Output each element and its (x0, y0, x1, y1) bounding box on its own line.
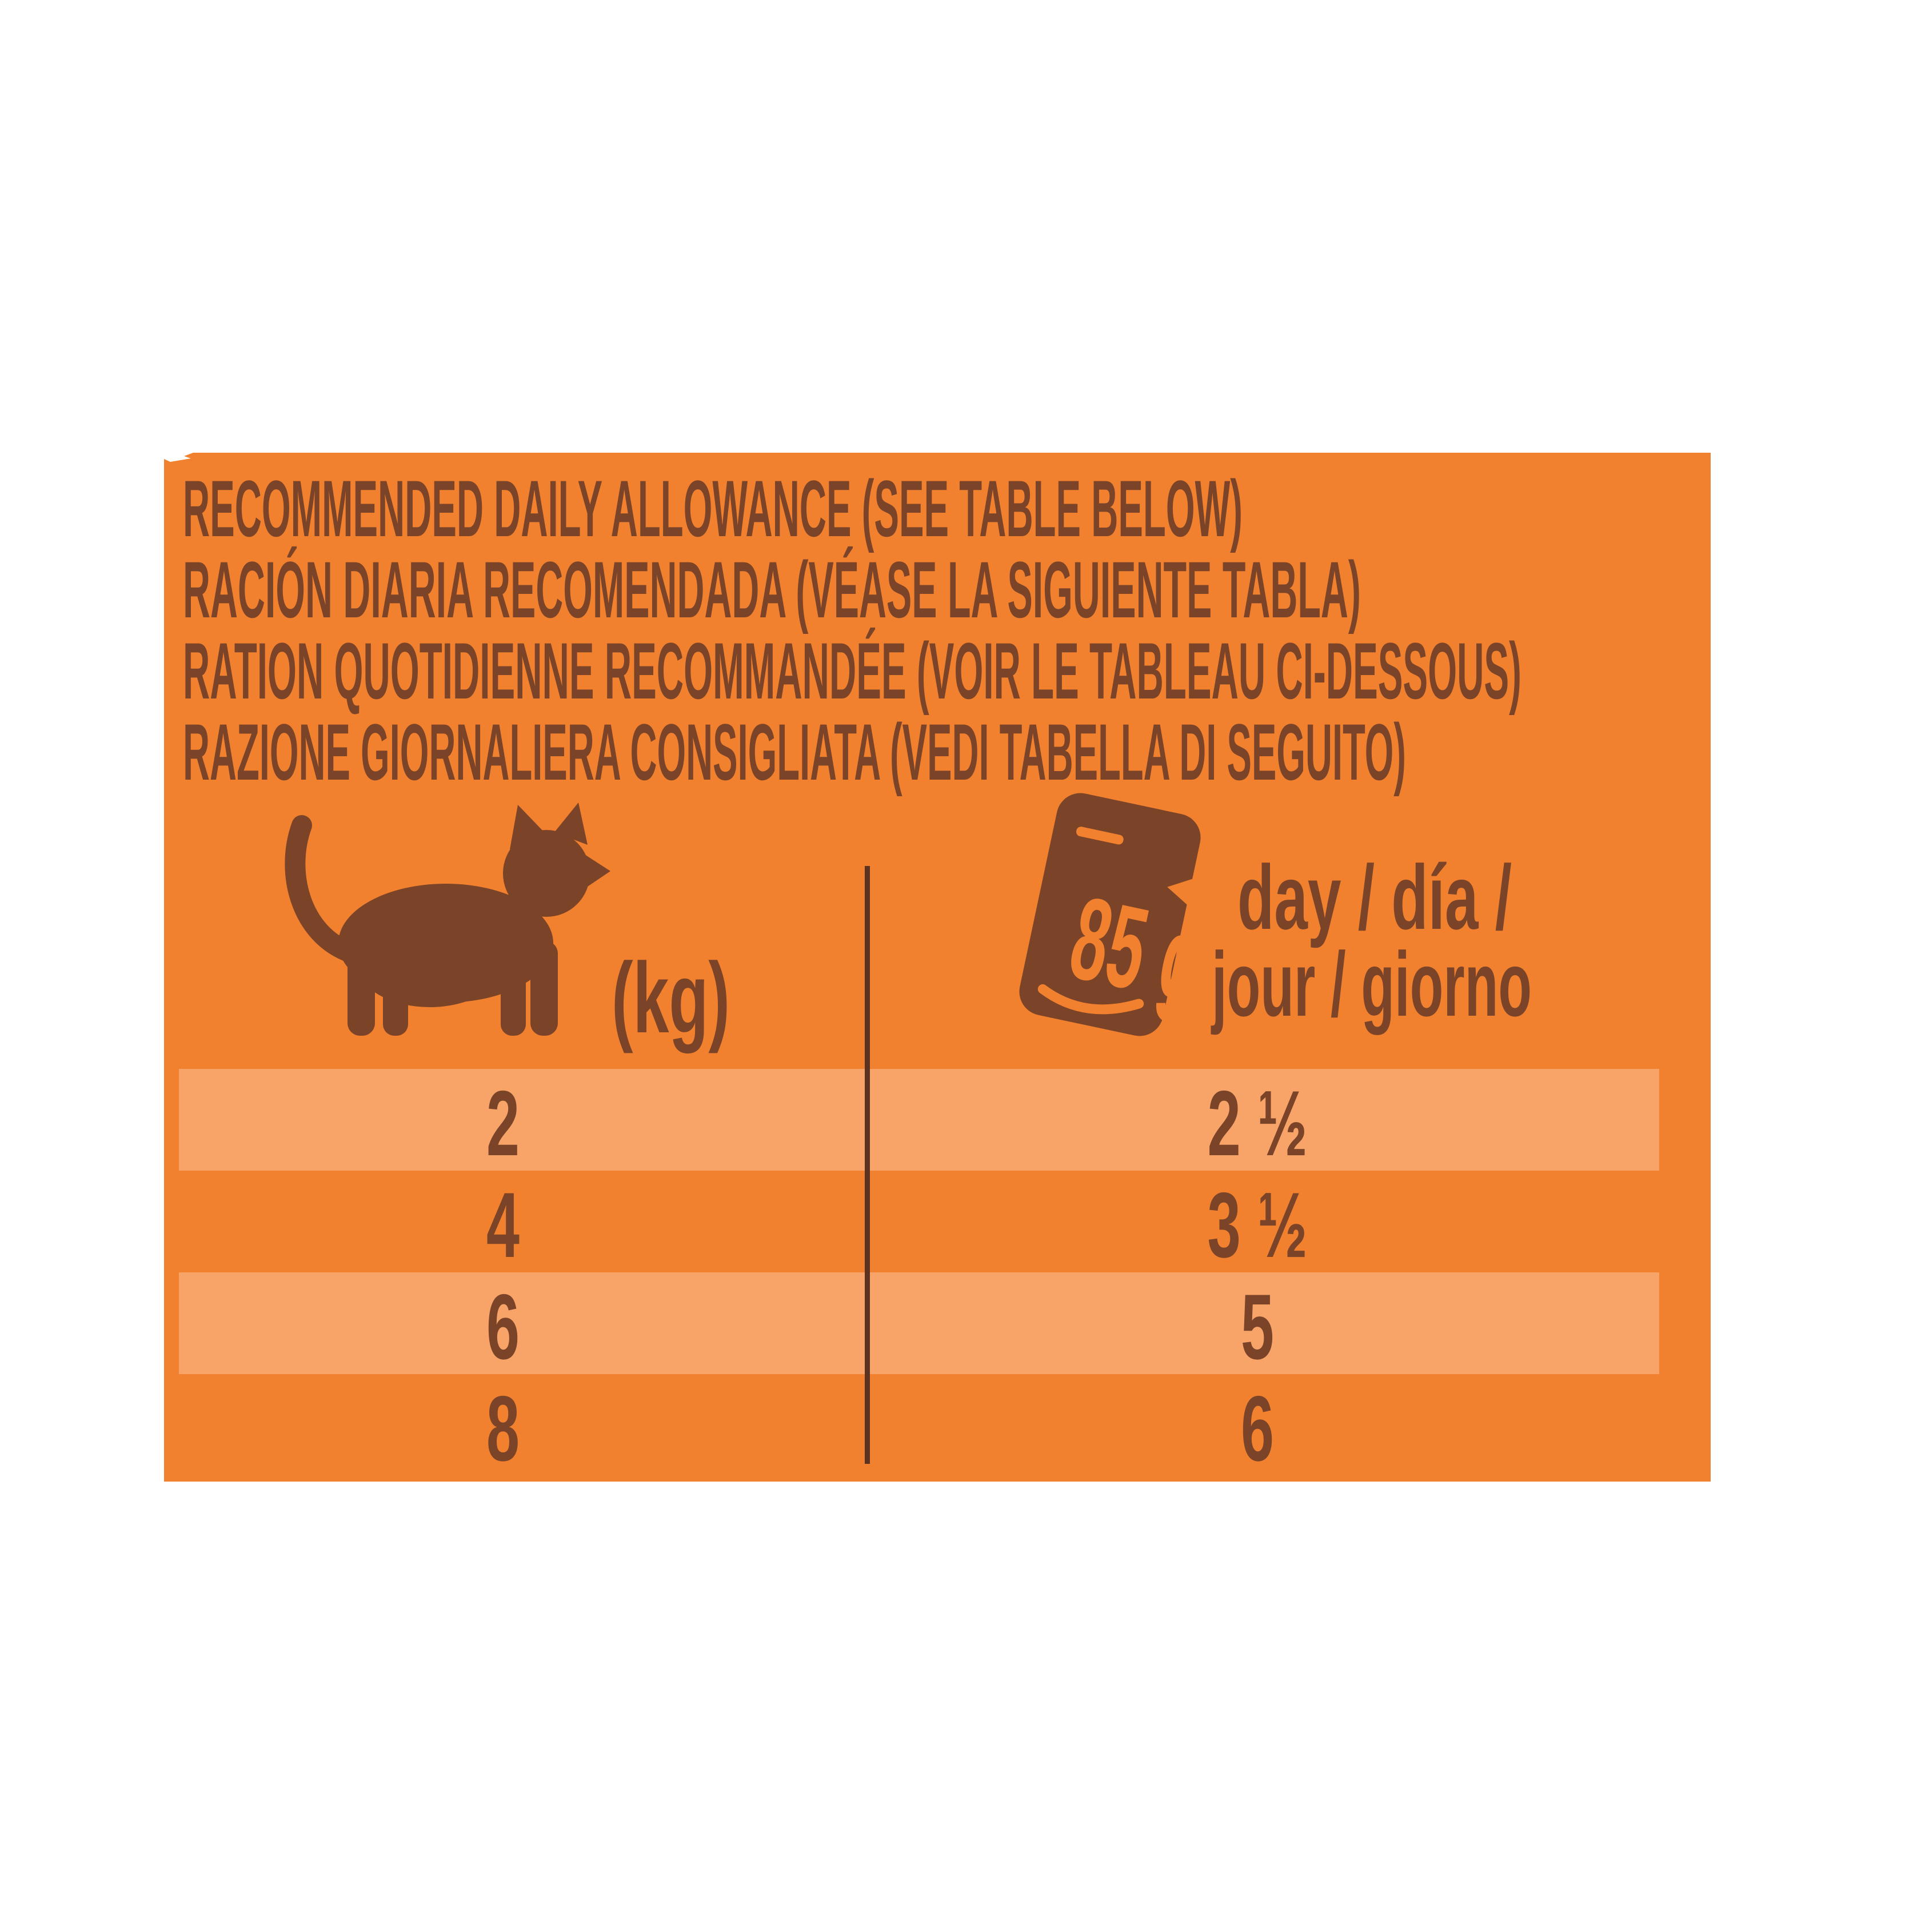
header-line-3: RATION QUOTIDIENNE RECOMMANDÉE (VOIR LE … (183, 626, 1521, 716)
table-rows: 2 2 ½ 4 3 ½ 6 5 8 6 (486, 1072, 1308, 1480)
weight-value: 8 (486, 1377, 520, 1480)
pouch-icon: 85 g (1019, 793, 1215, 1036)
portion-unit-label-line1: day / día / (1237, 846, 1512, 948)
table-row: 8 6 (486, 1377, 1274, 1480)
label-panel: RECOMMENDED DAILY ALLOWANCE (SEE TABLE B… (164, 453, 1711, 1482)
header: RECOMMENDED DAILY ALLOWANCE (SEE TABLE B… (183, 464, 1521, 797)
portion-value: 3 ½ (1208, 1173, 1308, 1277)
weight-value: 6 (486, 1275, 520, 1379)
table-row: 2 2 ½ (486, 1072, 1308, 1175)
cat-icon (285, 803, 610, 1036)
panel-corner-notch (164, 453, 193, 462)
pouch-size-label: 85 g (1060, 872, 1215, 1027)
table-row: 4 3 ½ (486, 1173, 1308, 1277)
portion-value: 5 (1241, 1275, 1274, 1379)
portion-value: 6 (1241, 1377, 1274, 1480)
header-line-4: RAZIONE GIORNALIERA CONSIGLIATA (VEDI TA… (183, 707, 1406, 797)
table-row: 6 5 (486, 1275, 1274, 1379)
weight-value: 4 (486, 1173, 520, 1277)
row-highlight (179, 1069, 1659, 1171)
row-highlight (179, 1272, 1659, 1374)
portion-unit-label-line2: jour / giorno (1211, 933, 1532, 1035)
header-line-1: RECOMMENDED DAILY ALLOWANCE (SEE TABLE B… (183, 464, 1243, 553)
header-line-2: RACIÓN DIARIA RECOMENDADA (VÉASE LA SIGU… (183, 545, 1361, 634)
portion-column-header: 85 g day / día / jour / giorno (1019, 793, 1532, 1036)
kg-unit-label: (kg) (612, 943, 730, 1054)
portion-value: 2 ½ (1208, 1072, 1308, 1175)
column-divider (865, 866, 870, 1464)
weight-value: 2 (486, 1072, 520, 1175)
weight-column-header: (kg) (285, 803, 730, 1054)
